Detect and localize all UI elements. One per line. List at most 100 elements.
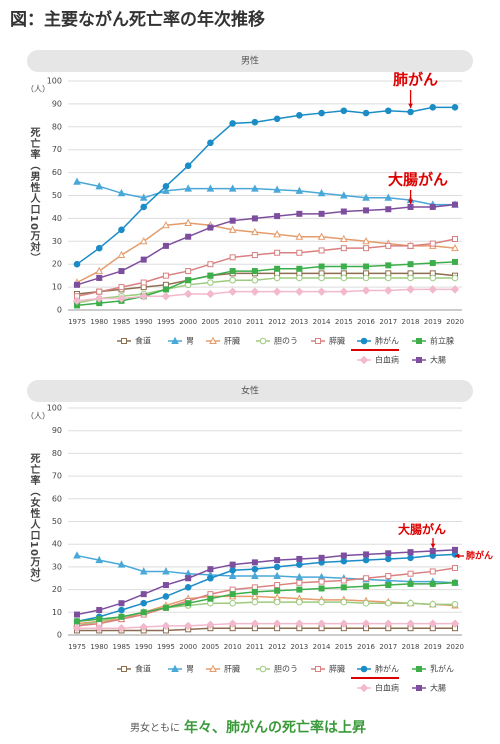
marker — [340, 208, 347, 215]
marker — [251, 276, 259, 284]
marker — [117, 623, 126, 633]
y-tick-label: 40 — [52, 540, 62, 549]
marker — [183, 621, 193, 631]
series-line — [76, 553, 456, 623]
legend-label: 乳がん — [430, 664, 454, 674]
marker — [385, 572, 392, 579]
marker — [296, 274, 303, 282]
series-line — [76, 181, 455, 206]
marker — [384, 107, 392, 115]
x-tick-label: 1975 — [68, 643, 86, 651]
marker — [385, 242, 392, 249]
marker — [229, 217, 236, 224]
x-tick-label: 1975 — [68, 318, 86, 326]
x-tick-label: 2017 — [379, 643, 397, 651]
marker — [296, 265, 303, 272]
x-tick-label: 2019 — [424, 643, 442, 651]
y-tick-label: 90 — [52, 426, 62, 435]
marker — [363, 207, 370, 214]
annotation: 大腸がん — [398, 522, 446, 537]
series-line — [76, 203, 456, 286]
x-tick-label: 2013 — [290, 318, 308, 326]
marker — [184, 584, 192, 591]
marker — [296, 579, 303, 586]
marker — [274, 249, 281, 256]
x-tick-label: 2012 — [268, 643, 286, 651]
legend-label: 膵臓 — [329, 664, 345, 674]
marker — [228, 225, 237, 233]
y-tick-label: 60 — [52, 168, 62, 177]
marker — [452, 258, 458, 265]
marker — [296, 210, 303, 217]
marker — [428, 619, 437, 628]
marker — [274, 582, 281, 589]
marker — [229, 268, 236, 275]
marker — [339, 287, 349, 296]
series-line — [77, 627, 455, 632]
marker — [384, 599, 392, 607]
marker — [207, 566, 214, 573]
marker — [274, 265, 281, 272]
footer-lead: 男女ともに — [130, 721, 180, 734]
marker — [250, 619, 260, 628]
y-unit: （人） — [26, 412, 50, 421]
marker — [340, 584, 347, 591]
marker — [229, 276, 236, 284]
marker — [429, 548, 436, 555]
marker — [452, 579, 458, 586]
marker — [318, 109, 325, 117]
marker — [162, 272, 169, 279]
series-line — [76, 106, 455, 265]
marker — [185, 277, 192, 284]
annotation: 肺がん — [393, 71, 438, 89]
y-tick-label: 100 — [47, 77, 62, 86]
marker — [229, 599, 236, 607]
y-tick-label: 70 — [52, 472, 62, 481]
y-tick-label: 50 — [52, 191, 62, 200]
marker — [363, 575, 370, 582]
y-tick-label: 80 — [52, 122, 62, 131]
marker — [140, 203, 148, 211]
x-tick-label: 2010 — [224, 318, 242, 326]
x-tick-label: 2016 — [357, 318, 375, 326]
marker — [229, 254, 236, 261]
footer-main: 年々、肺がんの死亡率は上昇 — [184, 719, 366, 736]
marker — [118, 606, 125, 614]
x-tick-label: 2018 — [402, 318, 420, 326]
marker — [318, 274, 325, 282]
marker — [73, 177, 81, 185]
marker — [315, 338, 321, 344]
marker — [96, 274, 103, 281]
marker — [118, 600, 125, 607]
legend-label: 白血病 — [375, 683, 399, 693]
marker — [95, 266, 104, 275]
x-tick-label: 1980 — [90, 318, 108, 326]
marker — [228, 184, 237, 192]
marker — [95, 244, 103, 252]
marker — [274, 557, 281, 564]
marker — [250, 287, 260, 296]
marker — [139, 567, 148, 575]
marker — [451, 243, 459, 252]
marker — [317, 287, 326, 296]
legend-label: 胃 — [186, 665, 194, 674]
x-tick-label: 2005 — [201, 643, 219, 651]
marker — [140, 599, 148, 607]
legend-label: 胆のう — [274, 665, 298, 674]
y-tick-label: 40 — [52, 214, 62, 223]
marker — [360, 337, 368, 345]
y-tick-label: 100 — [47, 404, 62, 413]
marker — [429, 240, 436, 247]
marker — [273, 563, 281, 571]
marker — [162, 183, 170, 190]
marker — [318, 598, 325, 606]
marker — [295, 232, 304, 240]
marker — [452, 236, 458, 243]
marker — [317, 619, 326, 628]
panel-title: 女性 — [241, 385, 259, 397]
legend-label: 前立腺 — [430, 336, 454, 346]
marker — [140, 591, 147, 598]
marker — [384, 193, 393, 201]
marker — [162, 567, 170, 575]
marker — [162, 582, 169, 589]
